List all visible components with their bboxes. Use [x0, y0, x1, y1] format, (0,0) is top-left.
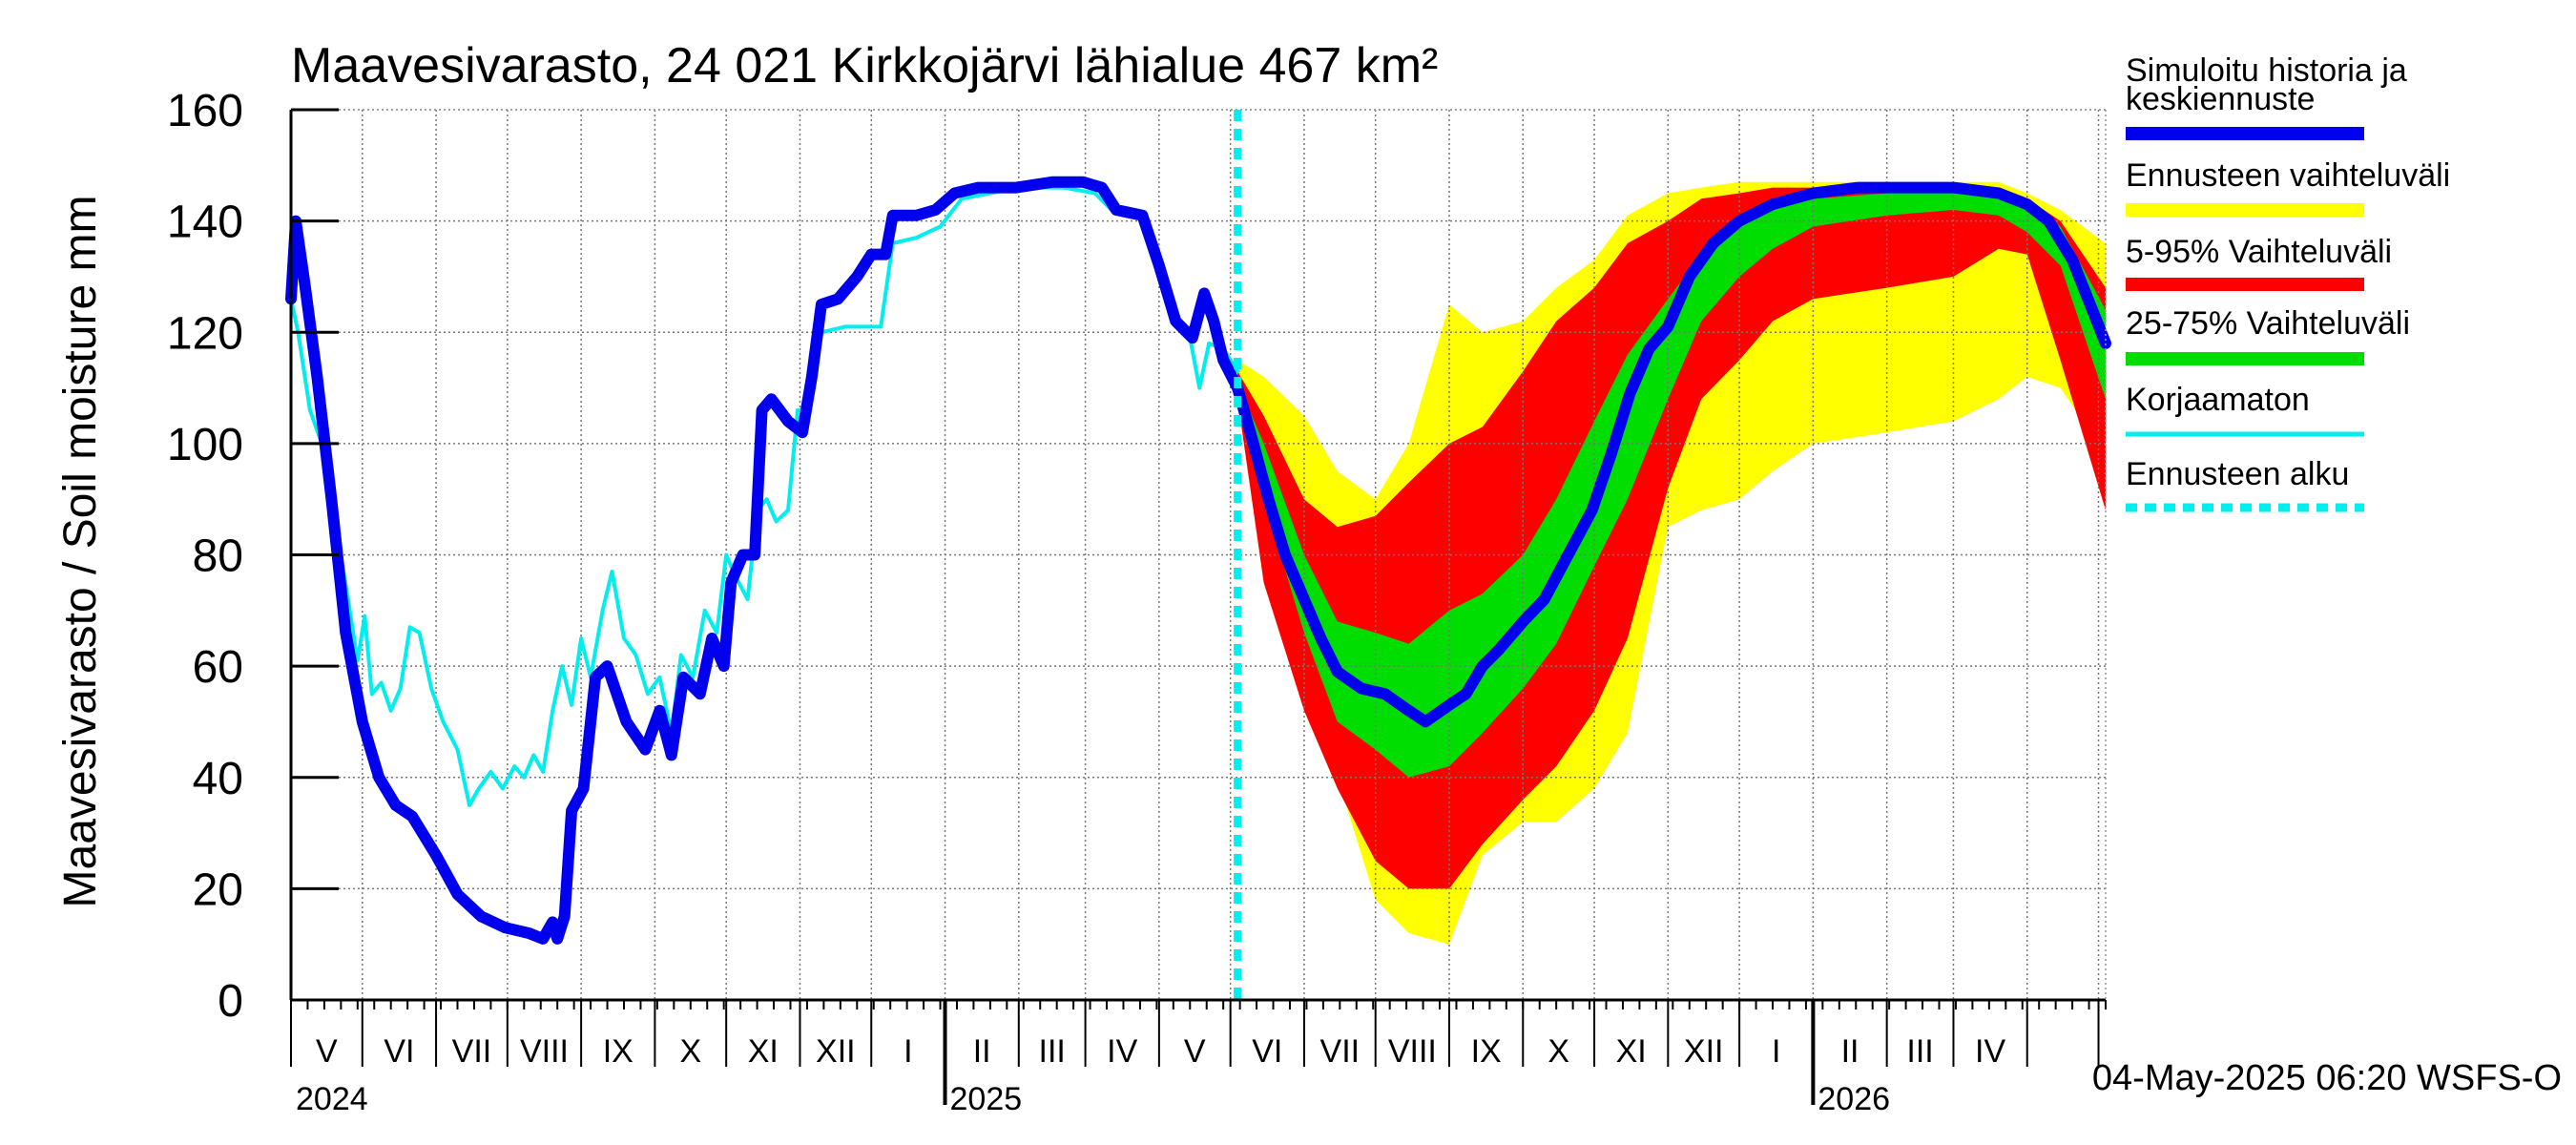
x-month-label: II: [973, 1033, 991, 1070]
x-month-label: III: [1039, 1033, 1066, 1070]
legend-label-range: Ennusteen vaihteluväli: [2126, 157, 2450, 194]
x-month-label: II: [1841, 1033, 1859, 1070]
timestamp-label: 04-May-2025 06:20 WSFS-O: [2092, 1058, 2562, 1098]
band-p25_75: [1237, 193, 2106, 778]
x-year-label: 2025: [950, 1081, 1023, 1117]
legend-label-forecast_start: Ennusteen alku: [2126, 456, 2349, 492]
x-month-label: IV: [1975, 1033, 2005, 1070]
x-month-label: I: [1772, 1033, 1780, 1070]
legend-label-line: Simuloitu historia ja: [2126, 52, 2407, 89]
x-month-label: XI: [1616, 1033, 1647, 1070]
x-month-label: XI: [748, 1033, 779, 1070]
x-month-label: IX: [1471, 1033, 1502, 1070]
legend-label-p5_95: 5-95% Vaihteluväli: [2126, 234, 2392, 270]
x-year-label: 2024: [296, 1081, 368, 1117]
x-month-label: I: [904, 1033, 912, 1070]
y-tick-label: 120: [167, 308, 243, 359]
y-axis-label: Maavesivarasto / Soil moisture mm: [55, 196, 106, 908]
y-tick-label: 160: [167, 86, 243, 136]
x-month-label: IX: [603, 1033, 634, 1070]
chart-title: Maavesivarasto, 24 021 Kirkkojärvi lähia…: [291, 38, 1438, 94]
x-month-label: X: [679, 1033, 701, 1070]
x-month-label: V: [1184, 1033, 1206, 1070]
y-tick-label: 80: [193, 531, 243, 582]
x-month-label: X: [1548, 1033, 1569, 1070]
y-tick-label: 20: [193, 864, 243, 915]
y-tick-label: 40: [193, 754, 243, 804]
y-tick-label: 100: [167, 420, 243, 470]
legend: Simuloitu historia ja keskiennuste Ennuste…: [2126, 52, 2450, 512]
x-month-label: VII: [452, 1033, 492, 1070]
y-tick-label: 140: [167, 198, 243, 248]
x-month-label: IV: [1107, 1033, 1137, 1070]
legend-label-line: keskiennuste: [2126, 81, 2315, 117]
x-month-label: XII: [1684, 1033, 1724, 1070]
x-month-label: VII: [1320, 1033, 1361, 1070]
x-month-label: VIII: [1388, 1033, 1437, 1070]
series-line-simulated: [285, 176, 2111, 945]
legend-label-uncorrected: Korjaamaton: [2126, 382, 2310, 418]
x-month-label: XII: [816, 1033, 856, 1070]
x-month-label: III: [1906, 1033, 1933, 1070]
y-tick-label: 0: [218, 976, 243, 1027]
y-tick-label: 60: [193, 642, 243, 693]
x-year-label: 2026: [1818, 1081, 1890, 1117]
x-month-label: VIII: [520, 1033, 569, 1070]
legend-label-p25_75: 25-75% Vaihteluväli: [2126, 305, 2410, 342]
series-lines: [285, 110, 2111, 1000]
x-month-label: V: [316, 1033, 338, 1070]
legend-label-simulated: Simuloitu historia ja keskiennuste: [2126, 52, 2407, 117]
x-month-label: VI: [384, 1033, 414, 1070]
x-month-label: VI: [1252, 1033, 1282, 1070]
